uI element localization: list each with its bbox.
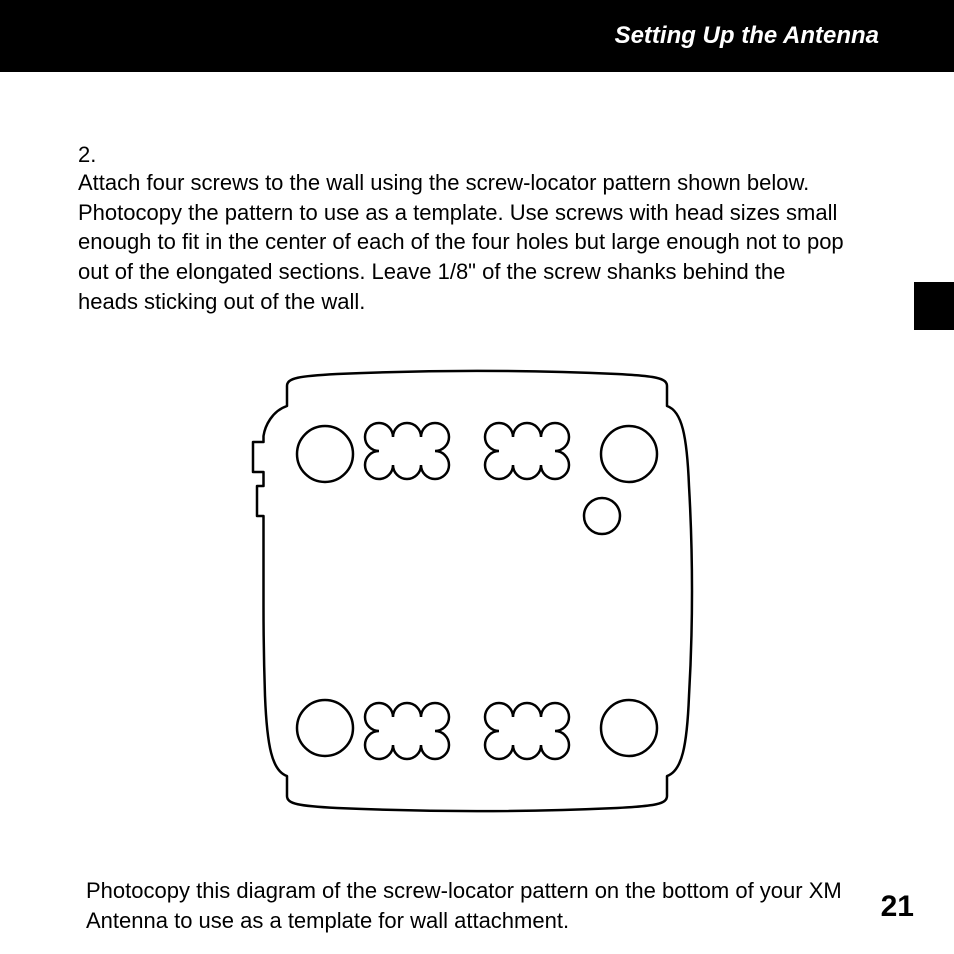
header-title: Setting Up the Antenna — [615, 22, 879, 50]
content-area: 2. Attach four screws to the wall using … — [0, 72, 954, 936]
diagram-container — [78, 356, 876, 831]
step-text: Attach four screws to the wall using the… — [78, 168, 848, 316]
step-number: 2. — [78, 142, 114, 168]
page-number: 21 — [881, 890, 914, 924]
diagram-caption: Photocopy this diagram of the screw-loca… — [78, 876, 876, 935]
header-bar: Setting Up the Antenna — [0, 0, 954, 72]
side-tab — [914, 282, 954, 330]
screw-locator-diagram — [227, 356, 727, 826]
instruction-step: 2. Attach four screws to the wall using … — [78, 142, 876, 316]
